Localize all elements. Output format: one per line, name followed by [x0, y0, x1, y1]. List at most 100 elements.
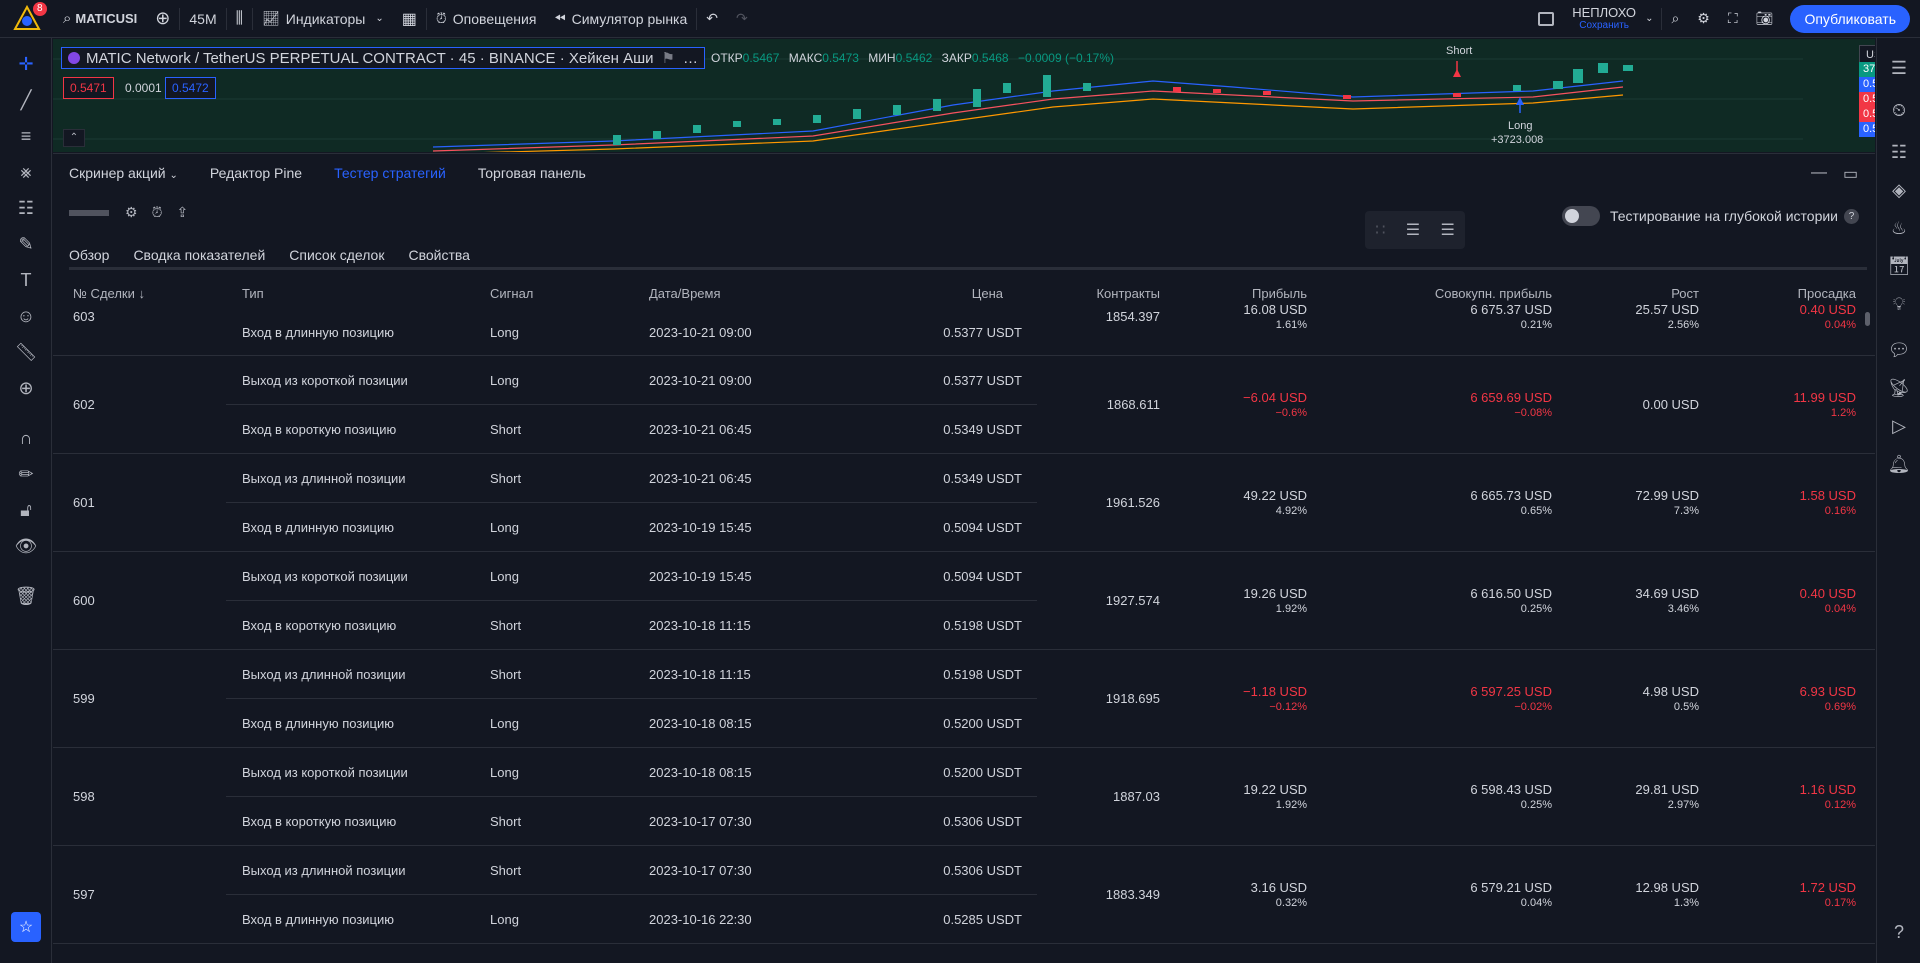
- symbol-title-box[interactable]: MATIC Network / TetherUS PERPETUAL CONTR…: [61, 47, 705, 69]
- data-window-icon[interactable]: ☷: [1890, 141, 1908, 162]
- fib-icon[interactable]: ≡: [20, 125, 32, 146]
- magnet-icon[interactable]: ∩: [19, 427, 33, 448]
- chart-type-button[interactable]: ⫼: [227, 0, 252, 38]
- price-chart[interactable]: MATIC Network / TetherUS PERPETUAL CONTR…: [53, 39, 1875, 152]
- chevron-down-icon: ⌄: [375, 13, 384, 24]
- undo-button[interactable]: ↶: [697, 0, 727, 38]
- subtab-performance[interactable]: Сводка показателей: [133, 247, 266, 263]
- subtab-trades-list[interactable]: Список сделок: [277, 240, 397, 270]
- prediction-icon[interactable]: ☷: [17, 197, 35, 218]
- app-logo[interactable]: 8: [0, 0, 54, 38]
- trash-icon[interactable]: 🗑︎: [14, 585, 38, 606]
- fullscreen-button[interactable]: ⛶: [1719, 0, 1747, 38]
- col-drawdown: Просадка: [1797, 286, 1856, 301]
- templates-button[interactable]: ▦: [393, 0, 426, 38]
- trade-datetime: 2023-10-18 08:15: [649, 716, 752, 731]
- interval-button[interactable]: 45M: [189, 10, 217, 27]
- scrollbar[interactable]: [1865, 312, 1870, 326]
- calendar-icon[interactable]: 📅︎: [1887, 255, 1911, 276]
- trade-type: Выход из короткой позиции: [242, 569, 408, 584]
- layers-icon[interactable]: ◈: [1892, 179, 1906, 200]
- cum-profit-value: 6 675.37 USD: [1470, 302, 1552, 317]
- table-row[interactable]: 603 Вход в длинную позицию Long 2023-10-…: [53, 302, 1875, 357]
- help-icon[interactable]: ?: [1893, 921, 1904, 942]
- help-icon[interactable]: ?: [1844, 208, 1859, 224]
- countdown-tag: 37:02: [1859, 62, 1875, 77]
- short-marker-label: Short: [1446, 45, 1473, 57]
- streams-icon[interactable]: 📡︎: [1887, 377, 1911, 398]
- buy-button[interactable]: 0.5472: [165, 77, 216, 99]
- divider: [425, 7, 427, 30]
- redo-button[interactable]: ↷: [727, 0, 757, 38]
- col-trade-num[interactable]: № Сделки ↓: [73, 286, 145, 301]
- tab-strategy-tester[interactable]: Тестер стратегий: [334, 165, 446, 181]
- lock-icon[interactable]: 🔓︎: [20, 499, 32, 520]
- compare-button[interactable]: ⊕: [146, 0, 179, 38]
- chart-canvas: [53, 58, 1803, 152]
- watchlist-icon[interactable]: ☰: [1890, 57, 1908, 78]
- strategy-name[interactable]: [69, 209, 109, 216]
- indicators-button[interactable]: 📈︎ Индикаторы ⌄: [253, 0, 393, 38]
- zoom-in-icon[interactable]: ⊕: [18, 377, 34, 398]
- layout-toggle[interactable]: [1529, 0, 1563, 38]
- tab-screener[interactable]: Скринер акций ⌄: [53, 165, 194, 181]
- gear-icon[interactable]: ⚙︎: [125, 204, 138, 220]
- chevron-down-icon[interactable]: ⌄: [1645, 13, 1654, 24]
- trendline-icon[interactable]: ╱: [20, 89, 32, 110]
- layout-menu[interactable]: НЕПЛОХО Сохранить: [1563, 0, 1645, 38]
- filter-sliders-icon[interactable]: ☰: [1440, 222, 1455, 239]
- table-row[interactable]: 602 Выход из короткой позиции Long 2023-…: [53, 356, 1875, 454]
- table-row[interactable]: 598 Выход из короткой позиции Long 2023-…: [53, 748, 1875, 846]
- publish-button[interactable]: Опубликовать: [1790, 4, 1910, 33]
- settings-sliders-icon[interactable]: ☰: [1405, 222, 1421, 239]
- subtab-overview[interactable]: Обзор: [69, 247, 110, 263]
- trade-type: Вход в короткую позицию: [242, 618, 397, 633]
- replay-button[interactable]: ⏪︎ Симулятор рынка: [545, 0, 696, 38]
- subtab-properties[interactable]: Свойства: [408, 247, 470, 263]
- chat-icon[interactable]: 💬︎: [1887, 339, 1911, 360]
- quick-search-button[interactable]: ⌕: [1662, 0, 1688, 38]
- deep-backtest-toggle[interactable]: [1561, 206, 1600, 226]
- table-row[interactable]: 597 Выход из длинной позиции Short 2023-…: [53, 846, 1875, 944]
- emoji-icon[interactable]: ☺: [16, 305, 36, 326]
- table-row[interactable]: 600 Выход из короткой позиции Long 2023-…: [53, 552, 1875, 650]
- more-icon[interactable]: …: [683, 49, 698, 67]
- eye-icon[interactable]: 👁︎: [14, 535, 38, 556]
- profit-value: −1.18 USD: [1243, 684, 1307, 699]
- trade-datetime: 2023-10-18 11:15: [649, 618, 751, 633]
- runup-value: 4.98 USD: [1642, 684, 1699, 699]
- play-icon[interactable]: ▷: [1892, 415, 1906, 436]
- alerts-button[interactable]: ⏰︎ Оповещения: [427, 0, 546, 38]
- tab-pine-editor[interactable]: Редактор Pine: [209, 165, 303, 181]
- hotlist-icon[interactable]: ♨︎: [1890, 217, 1908, 238]
- trade-leg: Вход в длинную позицию Long 2023-10-21 0…: [226, 308, 1037, 357]
- brush-icon[interactable]: ✎: [18, 233, 34, 254]
- bell-icon[interactable]: 🔔︎: [1887, 453, 1911, 474]
- maximize-icon[interactable]: ▭: [1843, 166, 1859, 183]
- cum-profit-percent: −0.08%: [1514, 407, 1552, 419]
- symbol-search[interactable]: ⌕ MATICUSI: [54, 0, 146, 38]
- pattern-icon[interactable]: ⨳: [20, 161, 32, 182]
- sell-button[interactable]: 0.5471: [63, 77, 114, 99]
- long-profit-label: +3723.008: [1491, 134, 1544, 146]
- lock-drawing-icon[interactable]: ✏: [18, 463, 34, 484]
- drag-handle-icon[interactable]: ∷: [1375, 222, 1386, 239]
- runup-value: 72.99 USD: [1635, 488, 1699, 503]
- ruler-icon[interactable]: 📏︎: [14, 341, 38, 362]
- text-icon[interactable]: T: [20, 269, 32, 290]
- tab-trading-panel[interactable]: Торговая панель: [477, 165, 586, 181]
- minimize-icon[interactable]: —: [1811, 164, 1827, 181]
- settings-button[interactable]: ⚙︎: [1688, 0, 1719, 38]
- alerts-clock-icon[interactable]: ⏲︎: [1891, 99, 1907, 120]
- collapse-legend-button[interactable]: ⌃: [63, 129, 85, 147]
- table-row[interactable]: 599 Выход из длинной позиции Short 2023-…: [53, 650, 1875, 748]
- ideas-icon[interactable]: 💡︎: [1892, 293, 1906, 314]
- crosshair-icon[interactable]: ✛: [18, 53, 34, 74]
- trade-leg: Вход в длинную позицию Long 2023-10-19 1…: [226, 503, 1037, 552]
- snapshot-button[interactable]: 📷︎: [1747, 0, 1783, 38]
- alarm-add-icon[interactable]: ⏰︎: [151, 204, 163, 220]
- table-row[interactable]: 601 Выход из длинной позиции Short 2023-…: [53, 454, 1875, 552]
- flag-icon[interactable]: ⚑: [661, 50, 675, 67]
- export-icon[interactable]: ⇪: [176, 204, 189, 220]
- favorites-star-button[interactable]: ☆: [11, 912, 41, 942]
